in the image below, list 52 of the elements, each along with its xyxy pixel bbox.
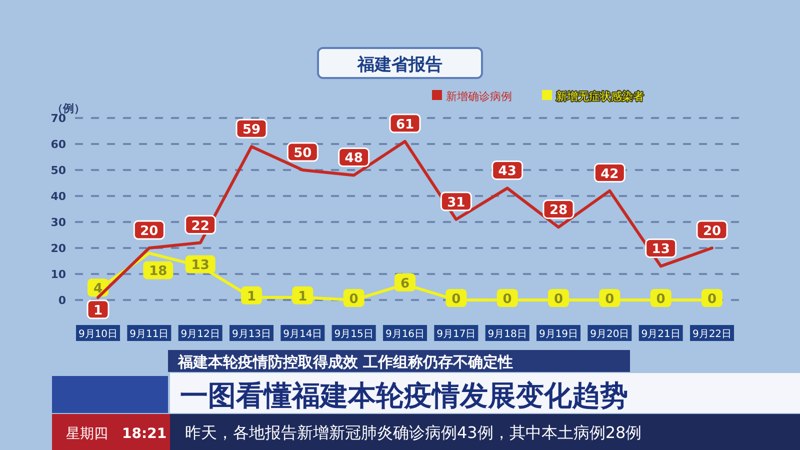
legend-label: 新增确诊病例 — [446, 90, 512, 103]
x-tick-label: 9月13日 — [232, 329, 272, 340]
data-label: 42 — [600, 166, 619, 182]
data-label: 61 — [396, 117, 414, 132]
x-tick-label: 9月16日 — [385, 329, 425, 340]
y-axis-title: （例） — [52, 102, 85, 115]
y-tick-label: 10 — [50, 268, 66, 281]
data-label: 0 — [656, 292, 666, 307]
x-tick-label: 9月22日 — [692, 329, 732, 340]
data-label: 13 — [652, 242, 670, 258]
data-label: 1 — [93, 303, 103, 318]
x-tick-label: 9月17日 — [436, 329, 476, 340]
y-tick-label: 20 — [50, 242, 66, 255]
data-label: 18 — [149, 264, 168, 280]
banners: 福建本轮疫情防控取得成效 工作组称仍存不确定性 一图看懂福建本轮疫情发展变化趋势 星期四 18:21 昨天，各地报告新增新冠肺炎确诊病例43例，其中本土病例28例 — [52, 350, 800, 450]
x-tick-label: 9月20日 — [590, 329, 630, 340]
data-label: 0 — [502, 292, 512, 307]
x-tick-label: 9月21日 — [641, 329, 680, 340]
data-label: 0 — [349, 292, 358, 307]
y-tick-label: 50 — [50, 164, 66, 177]
y-tick-label: 70 — [50, 112, 66, 125]
data-label: 20 — [702, 224, 722, 239]
y-tick-label: 40 — [50, 190, 66, 203]
x-tick-label: 9月11日 — [130, 329, 169, 340]
y-tick-label: 30 — [50, 216, 66, 229]
y-tick-label: 60 — [50, 138, 66, 151]
x-tick-label: 9月15日 — [334, 329, 374, 340]
x-tick-label: 9月12日 — [180, 329, 220, 340]
data-label: 50 — [294, 146, 312, 161]
data-label: 4 — [93, 282, 103, 297]
legend-label: 新增无症状感染者 — [556, 90, 644, 103]
x-tick-label: 9月19日 — [538, 329, 578, 340]
data-label: 6 — [400, 276, 410, 292]
data-label: 48 — [344, 151, 363, 166]
data-label: 28 — [549, 203, 568, 218]
x-tick-label: 9月10日 — [78, 329, 118, 340]
data-label: 13 — [191, 258, 210, 274]
data-label: 0 — [707, 292, 717, 307]
data-label: 43 — [498, 164, 516, 180]
data-label: 31 — [447, 195, 466, 210]
data-label: 1 — [298, 289, 308, 304]
x-tick-label: 9月18日 — [488, 329, 527, 340]
data-label: 0 — [452, 292, 461, 307]
data-label: 0 — [605, 292, 614, 307]
data-label: 1 — [246, 289, 256, 304]
data-label: 22 — [191, 218, 210, 234]
y-tick-label: 0 — [58, 294, 66, 307]
x-tick-label: 9月14日 — [283, 329, 322, 340]
chart-title: 福建省报告 — [356, 55, 442, 75]
data-label: 59 — [242, 122, 261, 138]
data-label: 0 — [554, 292, 564, 307]
data-label: 20 — [140, 224, 158, 239]
